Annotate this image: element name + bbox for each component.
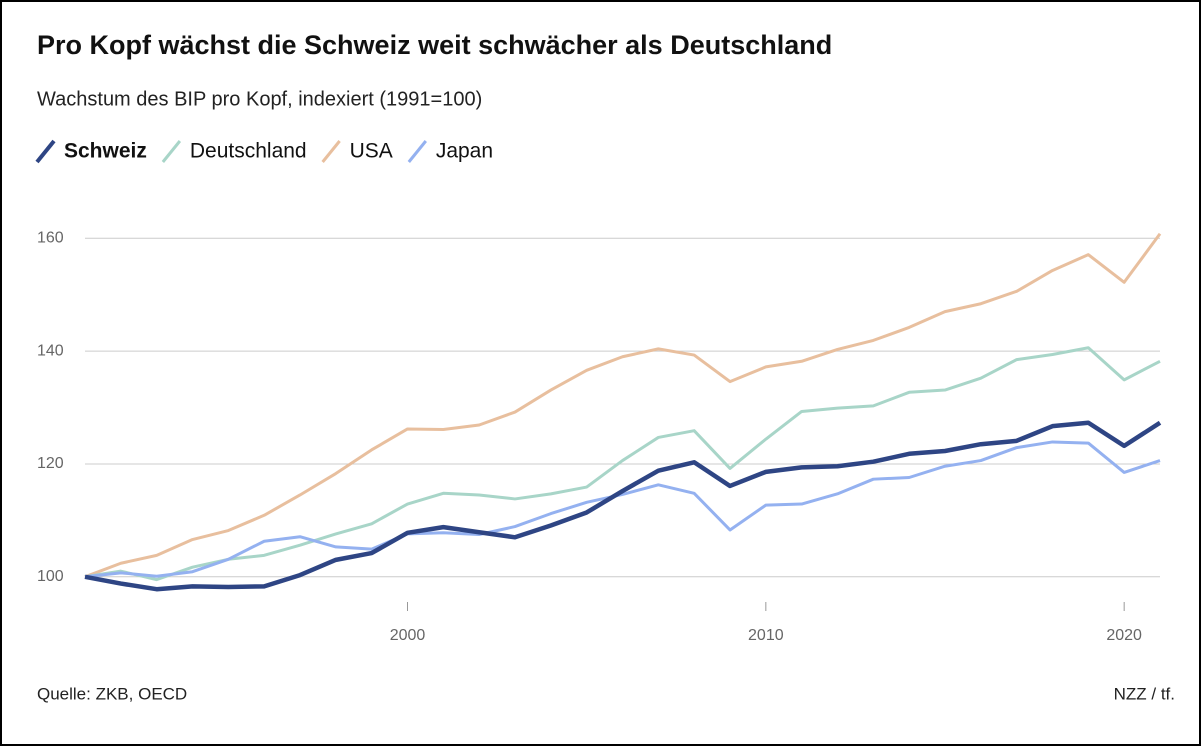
series-line xyxy=(84,346,1161,582)
series-line xyxy=(84,420,1162,592)
legend-label: USA xyxy=(350,140,393,163)
legend-swatch xyxy=(35,139,56,164)
legend-label: Japan xyxy=(436,140,493,163)
legend-swatch xyxy=(161,140,182,163)
credit: NZZ / tf. xyxy=(1114,684,1175,703)
y-tick-label: 120 xyxy=(37,455,64,472)
source: Quelle: ZKB, OECD xyxy=(37,684,187,703)
legend-label: Deutschland xyxy=(190,140,307,163)
y-tick-label: 100 xyxy=(37,568,64,585)
chart-title: Pro Kopf wächst die Schweiz weit schwäch… xyxy=(37,30,832,60)
x-tick-label: 2010 xyxy=(748,627,784,644)
x-tick-label: 2020 xyxy=(1106,627,1142,644)
legend-label: Schweiz xyxy=(64,140,147,163)
series-line xyxy=(84,440,1161,579)
series-line xyxy=(84,232,1162,579)
x-tick-label: 2000 xyxy=(390,627,426,644)
legend-swatch xyxy=(407,140,427,163)
y-tick-label: 140 xyxy=(37,342,64,359)
legend-swatch xyxy=(321,140,341,163)
y-tick-label: 160 xyxy=(37,230,64,247)
chart-subtitle: Wachstum des BIP pro Kopf, indexiert (19… xyxy=(37,88,482,110)
